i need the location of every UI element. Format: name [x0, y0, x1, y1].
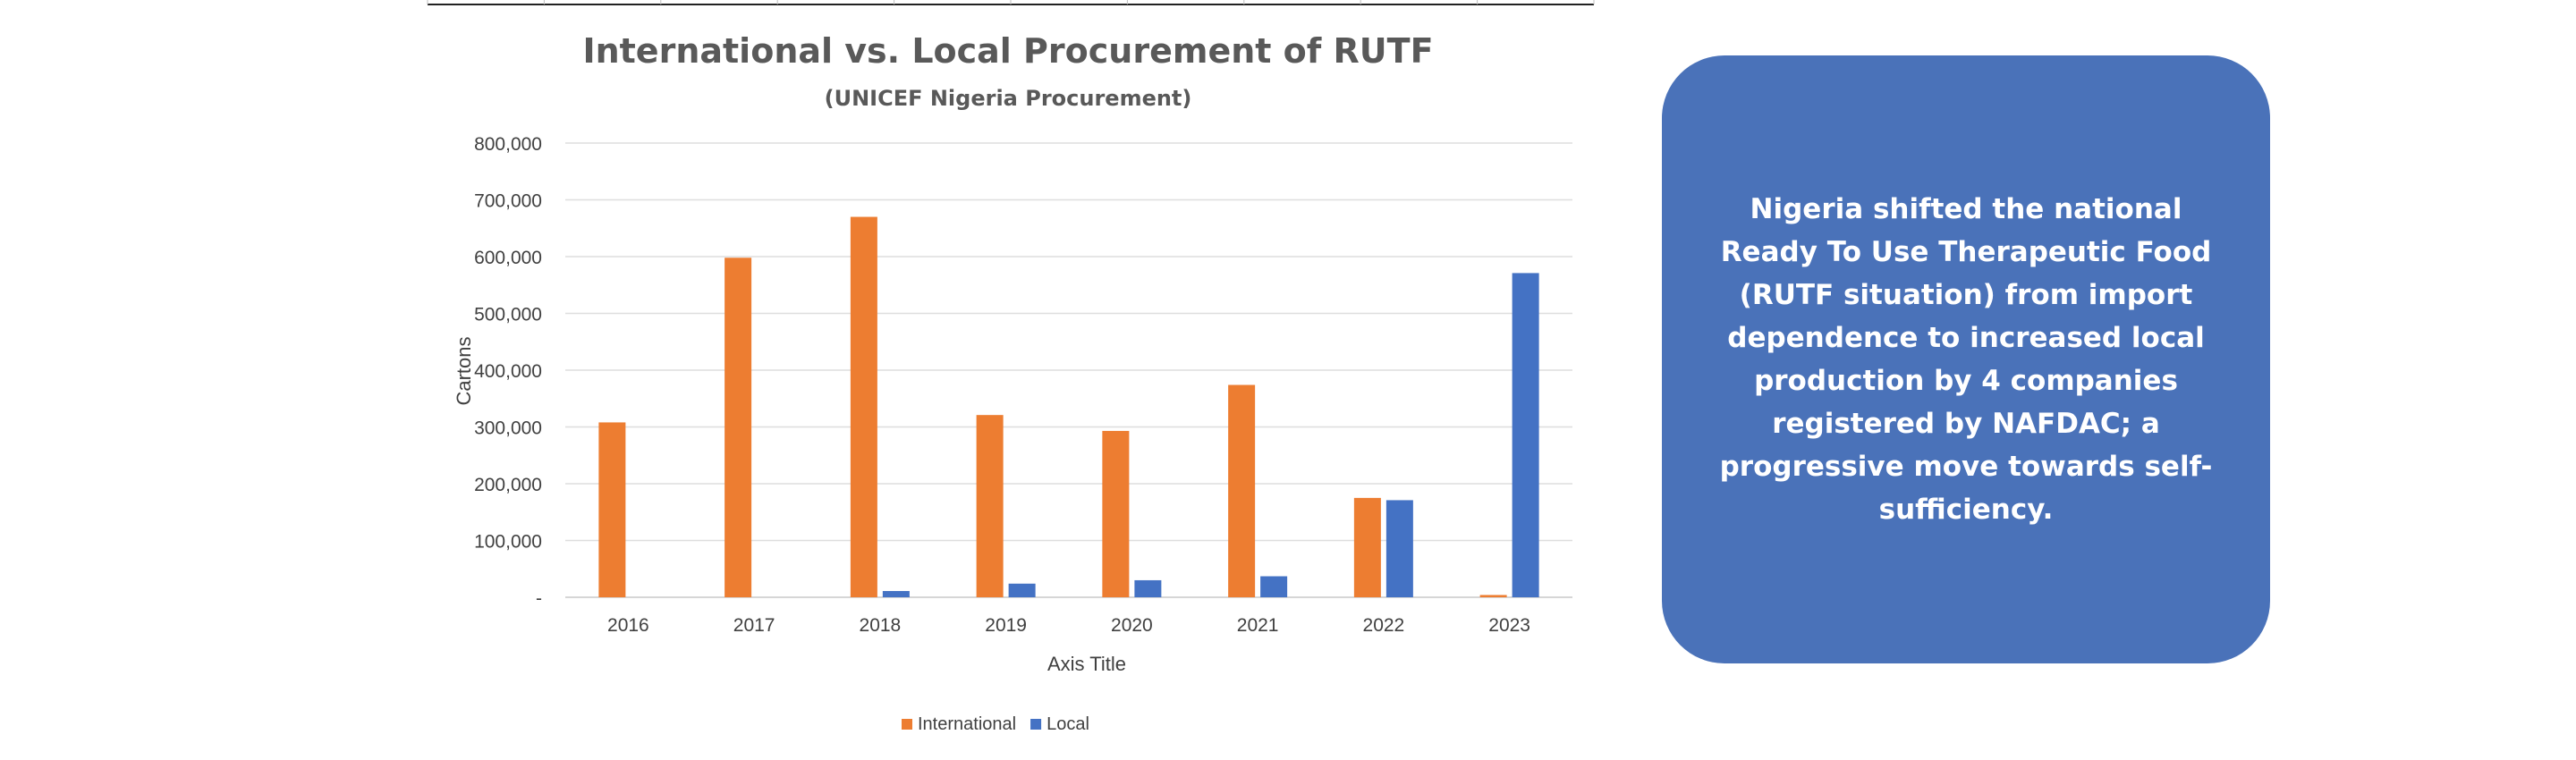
legend-label: Local	[1046, 714, 1089, 734]
x-tick-label: 2023	[1488, 615, 1530, 636]
info-card-text: Nigeria shifted the national Ready To Us…	[1719, 193, 2213, 526]
bar-chart: International vs. Local Procurement of R…	[427, 0, 1595, 734]
y-tick-label: -	[536, 588, 542, 609]
bar-international-2019	[976, 415, 1004, 597]
y-tick-label: 600,000	[474, 248, 542, 268]
bars	[598, 216, 1539, 598]
x-tick-label: 2020	[1111, 615, 1153, 636]
bar-international-2020	[1102, 430, 1130, 597]
bar-local-2019	[1008, 583, 1036, 597]
info-card: Nigeria shifted the national Ready To Us…	[1662, 55, 2270, 663]
bar-international-2021	[1228, 384, 1256, 597]
x-tick-label: 2019	[985, 615, 1027, 636]
bar-international-2022	[1353, 497, 1381, 597]
bar-international-2018	[850, 216, 877, 598]
chart-title: International vs. Local Procurement of R…	[582, 31, 1433, 71]
y-axis-label: Cartons	[453, 336, 475, 405]
x-tick-label: 2022	[1363, 615, 1405, 636]
bar-international-2016	[598, 422, 626, 597]
bar-local-2022	[1385, 500, 1413, 597]
top-ruler-ticks	[427, 0, 1595, 4]
bar-local-2020	[1134, 579, 1162, 597]
legend-swatch	[1030, 719, 1042, 730]
bar-local-2021	[1260, 576, 1288, 597]
chart-subtitle: (UNICEF Nigeria Procurement)	[825, 86, 1192, 111]
y-tick-label: 400,000	[474, 361, 542, 382]
y-tick-label: 700,000	[474, 191, 542, 212]
bar-international-2023	[1479, 595, 1507, 597]
gridlines	[565, 142, 1572, 598]
x-tick-label: 2016	[607, 615, 649, 636]
legend-label: International	[918, 714, 1016, 734]
y-tick-label: 200,000	[474, 475, 542, 495]
bar-international-2017	[724, 258, 752, 597]
y-axis-tick-labels: - 100,000 200,000 300,000 400,000 500,000 600,…	[474, 134, 542, 609]
x-tick-label: 2018	[860, 615, 902, 636]
chart-area: International vs. Local Procurement of R…	[420, 0, 1601, 760]
legend-swatch	[902, 719, 912, 730]
y-tick-label: 300,000	[474, 418, 542, 439]
y-tick-label: 500,000	[474, 305, 542, 325]
bar-local-2023	[1512, 273, 1539, 597]
y-tick-label: 800,000	[474, 134, 542, 155]
x-axis-tick-labels: 2016 2017 2018 2019 2020 2021 2022 2023	[607, 615, 1530, 636]
bar-local-2018	[882, 591, 910, 597]
x-axis-label: Axis Title	[1047, 653, 1126, 675]
legend: International Local	[902, 714, 1089, 734]
x-tick-label: 2017	[733, 615, 775, 636]
x-tick-label: 2021	[1237, 615, 1279, 636]
y-tick-label: 100,000	[474, 532, 542, 553]
